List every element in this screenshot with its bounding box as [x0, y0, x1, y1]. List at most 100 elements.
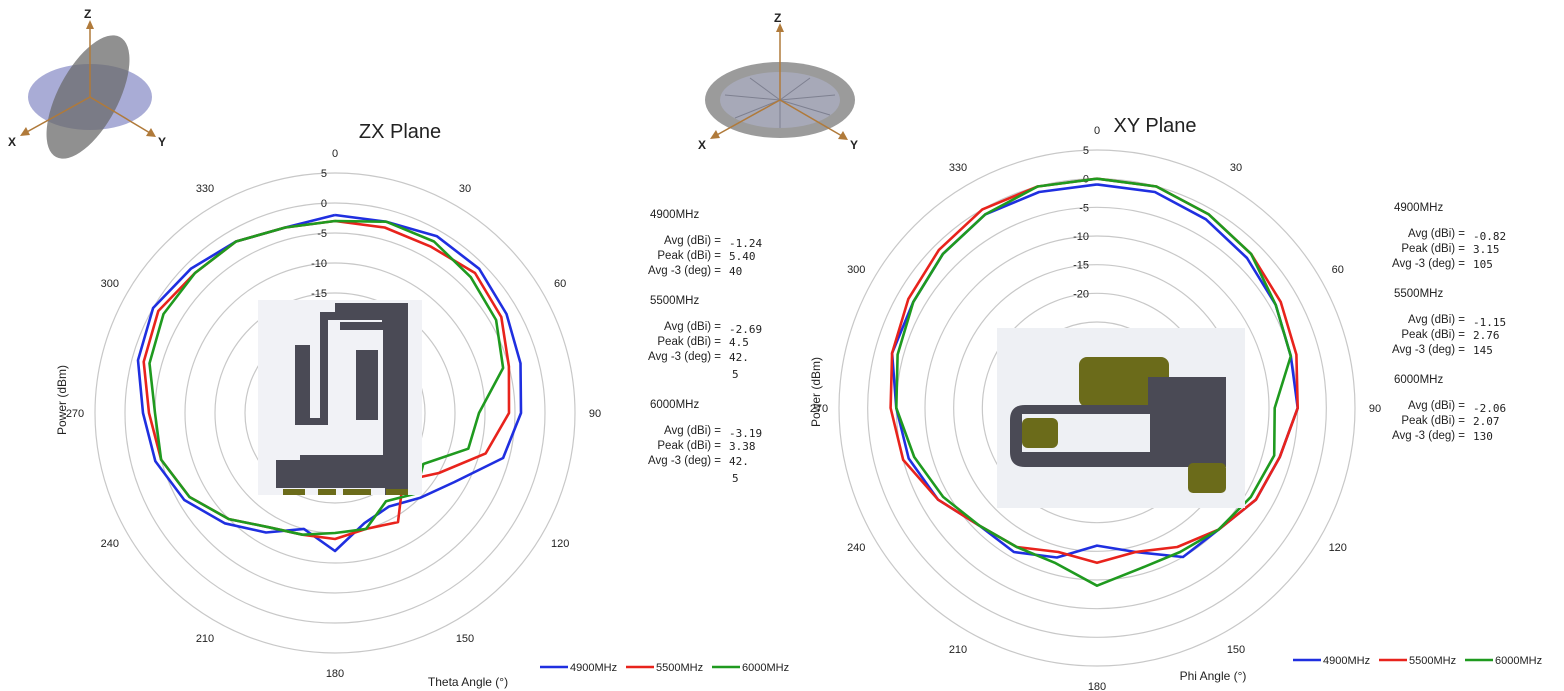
stats-avg-value: -1.24: [729, 237, 762, 250]
x-axis-title: Phi Angle (°): [1180, 669, 1247, 683]
radial-tick-label: -5: [1079, 202, 1089, 214]
grid-ring: [184, 262, 486, 564]
stats-frequency-label: 4900MHz: [650, 209, 699, 221]
radial-tick-label: -10: [311, 258, 327, 270]
stats-frequency-label: 6000MHz: [650, 399, 699, 411]
stats-peak-value: 5.40: [729, 250, 756, 263]
stats-beamwidth-value: 130: [1473, 430, 1493, 443]
stats-frequency-label: 4900MHz: [1394, 202, 1443, 214]
legend-label: 4900MHz: [1323, 655, 1370, 667]
stats-avg-label: Avg (dBi) =: [664, 321, 721, 333]
angle-tick-label: 90: [589, 408, 601, 420]
stats-avg-value: -1.15: [1473, 316, 1506, 329]
grid-ring: [924, 235, 1270, 581]
stats-beamwidth-value: 42.: [729, 455, 749, 468]
angle-tick-label: 330: [196, 183, 214, 195]
angle-tick-label: 180: [326, 668, 344, 680]
angle-tick-label: 0: [332, 148, 338, 160]
stats-frequency-label: 6000MHz: [1394, 374, 1443, 386]
angle-tick-label: 120: [1329, 542, 1347, 554]
stats-peak-label: Peak (dBi) =: [657, 440, 721, 452]
grid-ring: [124, 202, 546, 624]
series-line-5500MHz: [889, 177, 1299, 565]
stats-avg-value: -2.06: [1473, 402, 1506, 415]
grid-ring: [94, 172, 576, 654]
stats-beamwidth-label: Avg -3 (deg) =: [648, 265, 721, 277]
stats-avg-value: -2.69: [729, 323, 762, 336]
stats-avg-label: Avg (dBi) =: [1408, 228, 1465, 240]
series-line-5500MHz: [142, 219, 511, 541]
radial-tick-label: -20: [1073, 288, 1089, 300]
stats-avg-label: Avg (dBi) =: [664, 235, 721, 247]
radial-tick-label: -15: [311, 288, 327, 300]
stats-peak-value: 3.38: [729, 440, 756, 453]
legend-label: 5500MHz: [1409, 655, 1456, 667]
legend-label: 5500MHz: [656, 662, 703, 674]
radial-tick-label: 0: [321, 198, 327, 210]
stats-peak-label: Peak (dBi) =: [1401, 415, 1465, 427]
stats-beamwidth-value: 105: [1473, 258, 1493, 271]
stats-peak-value: 2.76: [1473, 329, 1500, 342]
angle-tick-label: 120: [551, 538, 569, 550]
stats-beamwidth-label: Avg -3 (deg) =: [648, 351, 721, 363]
angle-tick-label: 240: [847, 542, 865, 554]
xy-orientation-icon: Z X Y: [698, 11, 858, 152]
angle-tick-label: 210: [949, 644, 967, 656]
x-axis-title: Theta Angle (°): [428, 675, 508, 689]
legend-label: 6000MHz: [1495, 655, 1542, 667]
stats-beamwidth-value: 40: [729, 265, 742, 278]
radial-tick-label: 5: [1083, 145, 1089, 157]
series-line-6000MHz: [148, 219, 505, 536]
angle-tick-label: 30: [1230, 162, 1242, 174]
angle-tick-label: 300: [101, 278, 119, 290]
z-axis-label: Z: [774, 11, 781, 25]
stats-peak-value: 2.07: [1473, 415, 1500, 428]
stats-peak-value: 3.15: [1473, 243, 1500, 256]
series-line-4900MHz: [136, 213, 523, 553]
stats-beamwidth-label: Avg -3 (deg) =: [1392, 430, 1465, 442]
grid-ring: [867, 178, 1327, 638]
angle-tick-label: 180: [1088, 681, 1106, 691]
stats-beamwidth-value: 145: [1473, 344, 1493, 357]
angle-tick-label: 210: [196, 633, 214, 645]
radial-tick-label: 5: [321, 168, 327, 180]
stats-beamwidth-value: 42.: [729, 351, 749, 364]
angle-tick-label: 0: [1094, 125, 1100, 137]
stats-peak-label: Peak (dBi) =: [1401, 329, 1465, 341]
angle-tick-label: 270: [66, 408, 84, 420]
stats-avg-value: -0.82: [1473, 230, 1506, 243]
stats-avg-label: Avg (dBi) =: [664, 425, 721, 437]
zx-antenna-image: [258, 300, 422, 495]
stats-beamwidth-value-cont: 5: [732, 368, 739, 381]
angle-tick-label: 60: [1332, 264, 1344, 276]
y-axis-label: Y: [158, 135, 166, 149]
legend-label: 4900MHz: [570, 662, 617, 674]
x-axis-label: X: [8, 135, 16, 149]
radial-tick-label: -5: [317, 228, 327, 240]
stats-peak-label: Peak (dBi) =: [1401, 243, 1465, 255]
angle-tick-label: 30: [459, 183, 471, 195]
xy-plane-chart: 50-5-10-15-20030609012015018021024027030…: [809, 115, 1542, 691]
stats-peak-value: 4.5: [729, 336, 749, 349]
stats-beamwidth-label: Avg -3 (deg) =: [1392, 344, 1465, 356]
stats-frequency-label: 5500MHz: [650, 295, 699, 307]
stats-beamwidth-label: Avg -3 (deg) =: [1392, 258, 1465, 270]
stats-beamwidth-value-cont: 5: [732, 472, 739, 485]
angle-tick-label: 150: [456, 633, 474, 645]
zx-orientation-icon: Z X Y: [8, 7, 166, 159]
y-axis-label: Y: [850, 138, 858, 152]
xy-antenna-image: [997, 328, 1245, 508]
angle-tick-label: 240: [101, 538, 119, 550]
x-axis-label: X: [698, 138, 706, 152]
stats-frequency-label: 5500MHz: [1394, 288, 1443, 300]
angle-tick-label: 60: [554, 278, 566, 290]
angle-tick-label: 270: [810, 403, 828, 415]
stats-beamwidth-label: Avg -3 (deg) =: [648, 455, 721, 467]
grid-ring: [838, 149, 1356, 667]
stats-avg-label: Avg (dBi) =: [1408, 314, 1465, 326]
legend-label: 6000MHz: [742, 662, 789, 674]
stats-peak-label: Peak (dBi) =: [657, 250, 721, 262]
series-line-6000MHz: [895, 177, 1293, 587]
radial-tick-label: -10: [1073, 231, 1089, 243]
